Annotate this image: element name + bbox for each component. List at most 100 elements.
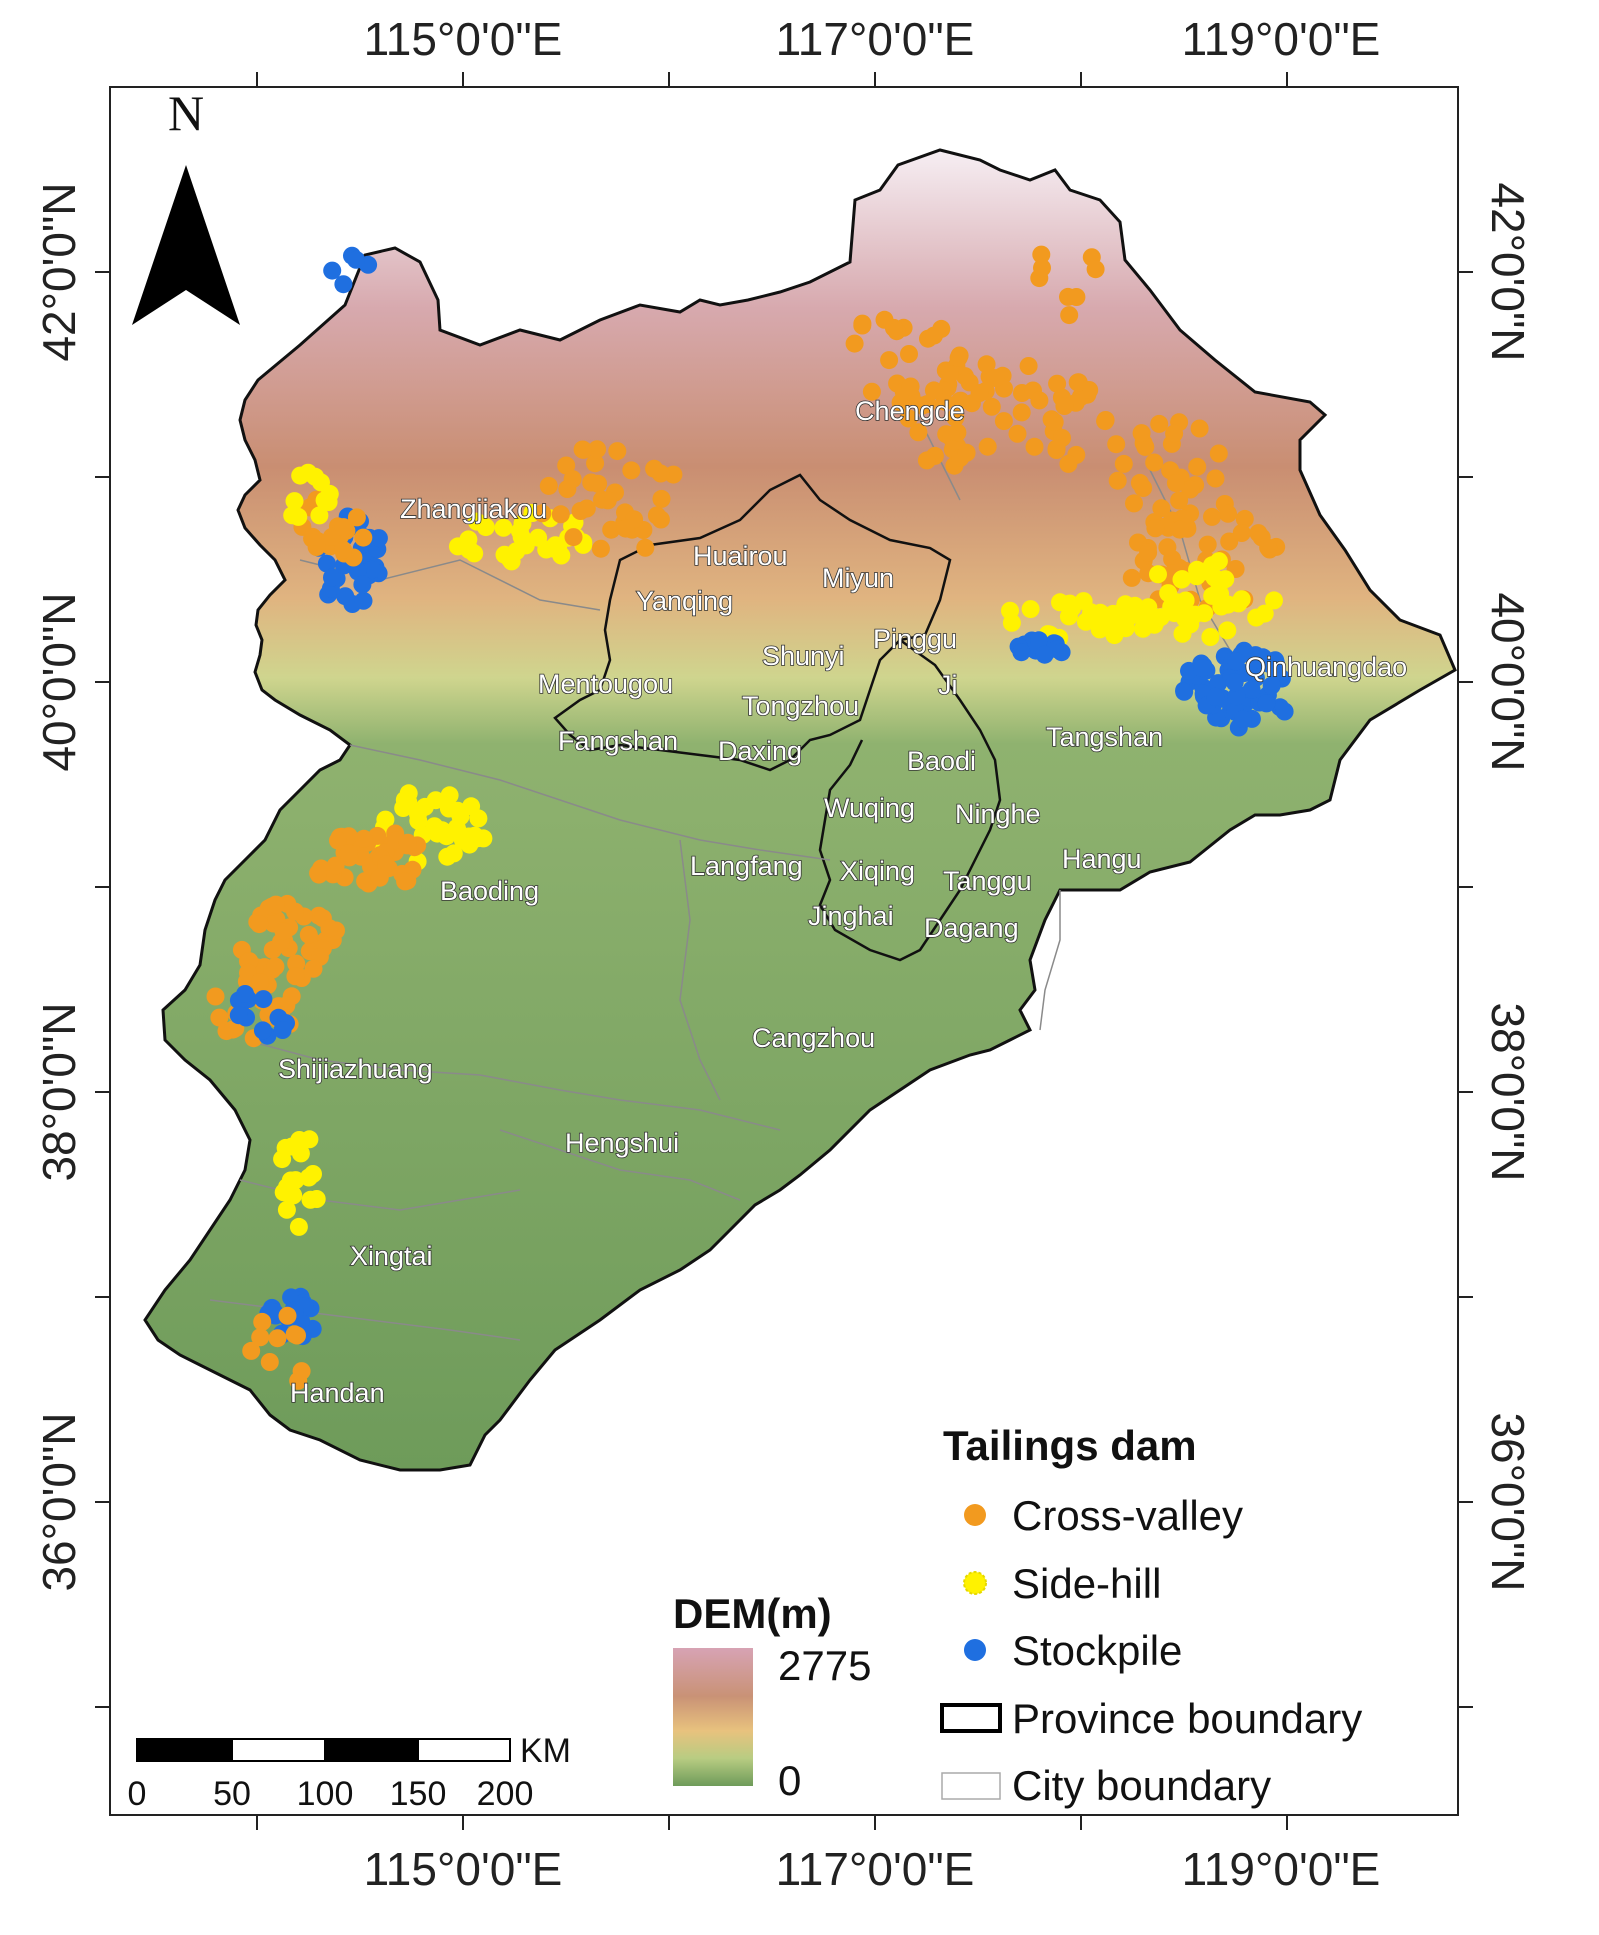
cross-valley-marker (899, 409, 918, 428)
cross-valley-marker (339, 844, 358, 863)
side-hill-marker (409, 811, 428, 830)
cross-valley-marker (320, 919, 339, 938)
stockpile-marker (254, 990, 273, 1009)
stockpile-marker (353, 575, 372, 594)
city-label-baoding: Baoding (440, 876, 539, 906)
cross-valley-marker (577, 499, 596, 518)
cross-valley-marker (1139, 543, 1158, 562)
stockpile-marker (336, 587, 355, 606)
side-hill-marker (299, 1168, 318, 1187)
stockpile-marker (347, 250, 366, 269)
cross-valley-marker (1107, 435, 1126, 454)
scale-tick-100: 100 (297, 1775, 354, 1813)
tianjin-boundary (818, 638, 1002, 962)
city-labels: Chengde Zhangjiakou Huairou Miyun Yanqin… (277, 395, 1408, 1409)
cross-valley-marker (1033, 258, 1051, 277)
side-hill-marker (1118, 609, 1137, 628)
stockpile-marker (1249, 650, 1268, 669)
lon-label-top-115: 115°0'0"E (364, 13, 563, 65)
side-hill-marker (1149, 565, 1167, 584)
cross-valley-marker (1059, 454, 1078, 473)
cross-valley-marker (986, 369, 1005, 388)
side-hill-marker (281, 1171, 300, 1190)
legend-province-boundary-icon (940, 1703, 1002, 1733)
cross-valley-marker (994, 412, 1013, 431)
cross-valley-marker (1055, 397, 1074, 415)
lat-label-left-42: 42°0'0"N (33, 182, 85, 361)
cross-valley-marker (1146, 519, 1165, 538)
cross-valley-marker (253, 1312, 272, 1331)
side-hill-marker (307, 1190, 326, 1208)
legend-stockpile-label: Stockpile (1012, 1627, 1182, 1674)
stockpile-marker (1234, 710, 1252, 729)
north-arrow: N (132, 85, 240, 325)
side-hill-marker (289, 507, 308, 526)
side-hill-marker (1146, 613, 1165, 631)
cross-valley-marker (1047, 439, 1066, 458)
cross-valley-marker (1170, 491, 1189, 510)
side-hill-marker (460, 835, 479, 854)
city-label-wuqing: Wuqing (824, 793, 915, 823)
side-hill-marker (415, 797, 434, 816)
cross-valley-marker (586, 454, 605, 473)
city-label-miyun: Miyun (822, 563, 894, 593)
side-hill-marker (1229, 594, 1248, 613)
cross-valley-marker (925, 326, 943, 345)
legend-title: Tailings dam (943, 1422, 1197, 1469)
scale-tick-50: 50 (213, 1775, 251, 1813)
cross-valley-marker (909, 423, 928, 442)
cross-valley-marker (563, 470, 582, 489)
cross-valley-marker (309, 864, 328, 883)
tailings-legend: Tailings dam Cross-valley Side-hill Stoc… (940, 1422, 1362, 1809)
cross-valley-marker (853, 316, 872, 335)
cross-valley-marker (1032, 245, 1051, 264)
cross-valley-marker (1198, 535, 1217, 554)
stockpile-marker (1206, 687, 1225, 706)
cross-valley-marker (1108, 471, 1127, 490)
cross-valley-marker (539, 476, 558, 495)
city-label-xiqing: Xiqing (840, 856, 915, 886)
scale-tick-0: 0 (128, 1775, 147, 1813)
cross-valley-marker (1150, 414, 1169, 433)
side-hill-marker (448, 801, 467, 820)
side-hill-marker (467, 512, 486, 531)
cross-valley-marker (1048, 374, 1067, 393)
legend-city-boundary-icon (941, 1772, 1001, 1800)
side-hill-marker (285, 492, 304, 511)
cross-valley-marker (347, 508, 366, 527)
cross-valley-marker (250, 915, 269, 934)
stockpile-marker (354, 591, 373, 610)
stockpile-marker (1262, 676, 1281, 695)
cross-valley-marker (1145, 453, 1164, 472)
city-label-pinggu: Pinggu (873, 624, 957, 654)
cross-valley-marker (589, 474, 608, 493)
cross-valley-marker (636, 538, 655, 557)
side-hill-marker (552, 546, 571, 565)
cross-valley-marker (356, 872, 375, 891)
dem-title: DEM(m) (673, 1590, 832, 1637)
stockpile-marker (253, 1021, 272, 1040)
dem-max-label: 2775 (778, 1642, 871, 1689)
cross-valley-marker (329, 831, 347, 850)
stockpile-marker (1193, 659, 1212, 678)
city-label-mentougou: Mentougou (538, 669, 673, 699)
cross-valley-marker (398, 833, 417, 852)
cross-valley-marker (862, 382, 881, 401)
cross-valley-marker (977, 355, 996, 374)
cross-valley-marker (303, 527, 322, 546)
cross-valley-marker (1188, 457, 1207, 476)
side-hill-marker (399, 793, 418, 812)
cross-valley-marker (1025, 437, 1044, 456)
side-hill-marker (1201, 628, 1220, 646)
city-label-fangshan: Fangshan (558, 726, 678, 756)
stockpile-marker (1227, 687, 1246, 706)
cross-valley-marker (274, 922, 293, 941)
cross-valley-marker (268, 1329, 287, 1348)
cross-valley-marker (608, 442, 627, 461)
side-hill-marker (1002, 613, 1021, 632)
side-hill-marker (1203, 586, 1222, 605)
city-label-tanggu: Tanggu (943, 866, 1032, 896)
cross-valley-marker (588, 440, 607, 459)
cross-valley-marker (1096, 412, 1115, 431)
